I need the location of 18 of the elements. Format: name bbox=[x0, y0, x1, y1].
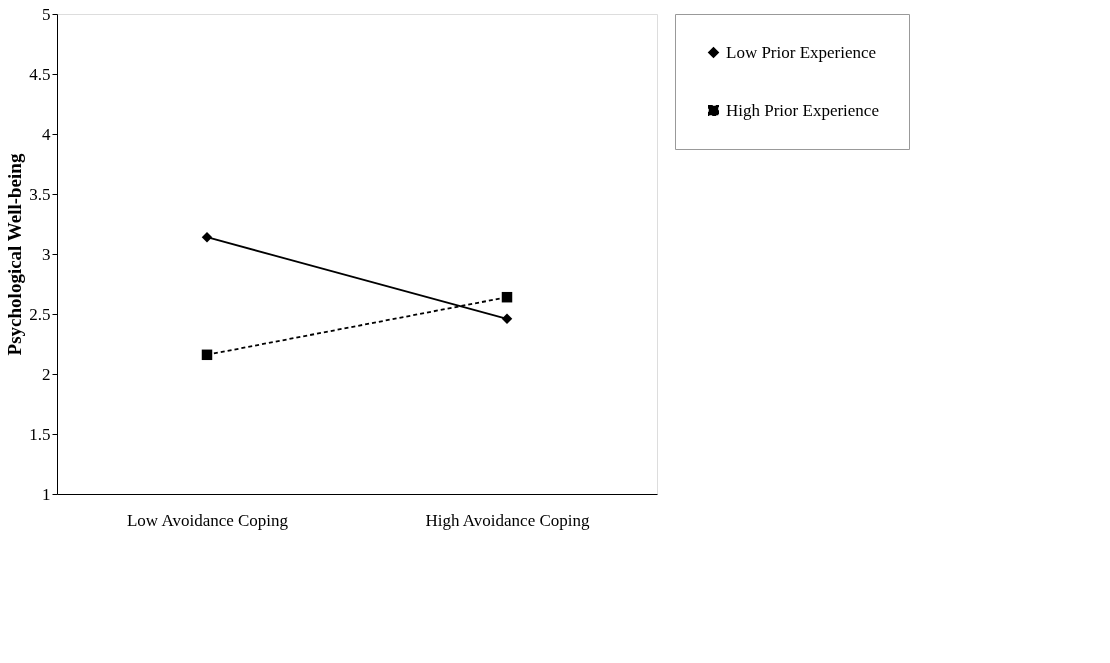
y-tick-label: 3 bbox=[42, 244, 51, 264]
y-tick-label: 2 bbox=[42, 364, 51, 384]
y-tick-label: 2.5 bbox=[29, 304, 51, 324]
y-tick-label: 4 bbox=[42, 124, 51, 144]
y-axis-title: Psychological Well-being bbox=[4, 153, 26, 356]
x-tick-label: High Avoidance Coping bbox=[425, 510, 590, 530]
y-tick-label: 5 bbox=[42, 4, 51, 24]
legend-label: Low Prior Experience bbox=[726, 42, 877, 62]
y-tick-label: 4.5 bbox=[29, 64, 51, 84]
point bbox=[201, 349, 213, 361]
point bbox=[501, 313, 513, 325]
point bbox=[201, 231, 213, 243]
y-tick-label: 1.5 bbox=[29, 424, 51, 444]
x-tick-label: Low Avoidance Coping bbox=[126, 510, 289, 530]
y-tick-label: 1 bbox=[42, 484, 51, 504]
legend-label: High Prior Experience bbox=[726, 100, 879, 120]
y-tick-label: 3.5 bbox=[29, 184, 51, 204]
point bbox=[501, 291, 513, 303]
